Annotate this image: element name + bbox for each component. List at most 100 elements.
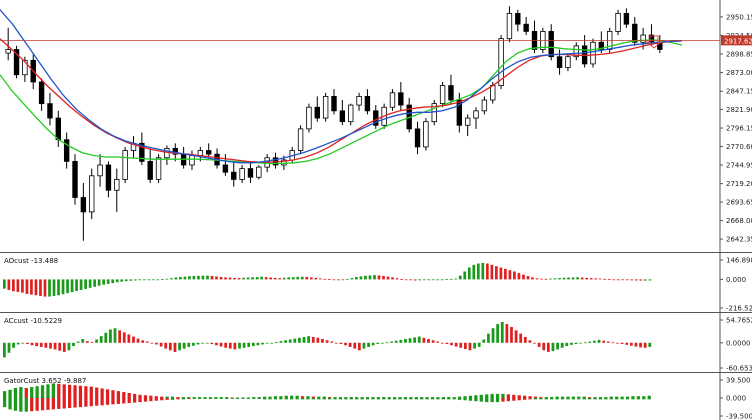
- histogram-bar: [113, 328, 117, 343]
- candle-body: [222, 164, 229, 173]
- histogram-bar: [84, 279, 87, 289]
- histogram-bar: [255, 277, 259, 280]
- histogram-bar: [39, 279, 42, 296]
- histogram-bar: [323, 278, 327, 280]
- gator-upper-bar: [73, 385, 77, 398]
- panel-y-tick-label: 0.000: [726, 395, 746, 403]
- histogram-bar: [510, 326, 513, 343]
- histogram-bar: [138, 279, 142, 281]
- histogram-bar: [431, 279, 435, 281]
- gator-upper-bar: [425, 397, 429, 398]
- gator-upper-bar: [360, 397, 364, 398]
- histogram-bar: [643, 342, 647, 348]
- gator-upper-bar: [398, 397, 402, 398]
- gator-upper-bar: [268, 396, 272, 398]
- candle-body: [423, 121, 429, 148]
- histogram-bar: [491, 328, 495, 343]
- gator-lower-bar: [170, 398, 175, 400]
- histogram-bar: [224, 342, 228, 348]
- histogram-bar: [362, 342, 366, 349]
- panel-y-tick-label: 0.000: [726, 276, 746, 284]
- gator-upper-bar: [501, 393, 505, 398]
- histogram-bar: [52, 279, 56, 296]
- gator-upper-bar: [105, 389, 110, 398]
- histogram-bar: [391, 277, 394, 280]
- histogram-bar: [381, 342, 384, 344]
- gator-upper-bar: [588, 397, 592, 398]
- gator-upper-bar: [512, 394, 516, 398]
- histogram-bar: [242, 342, 246, 348]
- histogram-bar: [616, 342, 619, 344]
- gator-lower-bar: [615, 398, 619, 400]
- gator-upper-bar: [539, 397, 543, 398]
- current-price-label: 2917.62: [724, 37, 752, 45]
- candle-body: [481, 99, 488, 112]
- gator-upper-bar: [393, 397, 397, 398]
- histogram-bar: [251, 277, 254, 280]
- histogram-bar: [247, 342, 251, 347]
- histogram-bar: [25, 279, 29, 294]
- candle-body: [281, 159, 287, 166]
- gator-upper-bar: [133, 393, 137, 398]
- candle-body: [556, 56, 563, 68]
- gator-lower-bar: [598, 398, 603, 400]
- gator-upper-bar: [122, 392, 126, 398]
- histogram-bar: [579, 342, 583, 344]
- gator-lower-bar: [647, 398, 651, 400]
- histogram-bar: [21, 342, 25, 344]
- gator-upper-bar: [35, 386, 39, 398]
- gator-upper-bar: [24, 387, 28, 398]
- histogram-bar: [567, 277, 570, 280]
- gator-upper-bar: [46, 384, 50, 398]
- gator-lower-bar: [62, 398, 66, 409]
- histogram-bar: [386, 276, 390, 280]
- gator-lower-bar: [625, 398, 630, 400]
- histogram-bar: [311, 336, 315, 343]
- candle-body: [205, 150, 212, 155]
- histogram-bar: [341, 279, 345, 281]
- histogram-bar: [291, 277, 295, 280]
- histogram-bar: [300, 276, 304, 280]
- gator-upper-bar: [219, 397, 223, 398]
- histogram-bar: [504, 268, 507, 280]
- histogram-bar: [192, 342, 195, 346]
- histogram-bar: [43, 279, 47, 297]
- gator-upper-bar: [279, 396, 283, 398]
- gator-lower-bar: [328, 398, 332, 400]
- gator-upper-bar: [187, 397, 191, 398]
- candle-body: [573, 45, 579, 58]
- histogram-bar: [598, 278, 602, 280]
- gator-lower-bar: [333, 398, 337, 400]
- histogram-bar: [544, 278, 548, 280]
- gator-lower-bar: [452, 398, 456, 400]
- gator-upper-bar: [604, 397, 608, 398]
- histogram-bar: [53, 342, 57, 350]
- gator-lower-bar: [51, 398, 55, 410]
- gator-upper-bar: [95, 387, 99, 398]
- gator-upper-bar: [3, 391, 7, 398]
- histogram-bar: [282, 277, 286, 280]
- histogram-bar: [129, 279, 133, 281]
- histogram-bar: [118, 330, 122, 343]
- histogram-bar: [355, 277, 358, 280]
- y-tick-label: 2950.15: [726, 13, 752, 21]
- gator-lower-bar: [468, 398, 473, 401]
- candle-body: [139, 142, 145, 162]
- histogram-bar: [339, 342, 343, 345]
- gator-lower-bar: [349, 398, 353, 400]
- candle-body: [364, 96, 371, 112]
- histogram-bar: [571, 277, 575, 280]
- histogram-bar: [413, 337, 417, 343]
- gator-upper-bar: [409, 397, 413, 398]
- gator-lower-bar: [506, 398, 510, 402]
- histogram-bar: [556, 342, 559, 350]
- histogram-bar: [467, 267, 471, 280]
- gator-lower-bar: [523, 398, 527, 400]
- gator-lower-bar: [393, 398, 397, 400]
- histogram-bar: [404, 279, 408, 281]
- gator-lower-bar: [609, 398, 613, 400]
- histogram-bar: [490, 264, 494, 280]
- histogram-bar: [44, 342, 48, 348]
- gator-lower-bar: [495, 398, 500, 403]
- histogram-bar: [400, 279, 403, 280]
